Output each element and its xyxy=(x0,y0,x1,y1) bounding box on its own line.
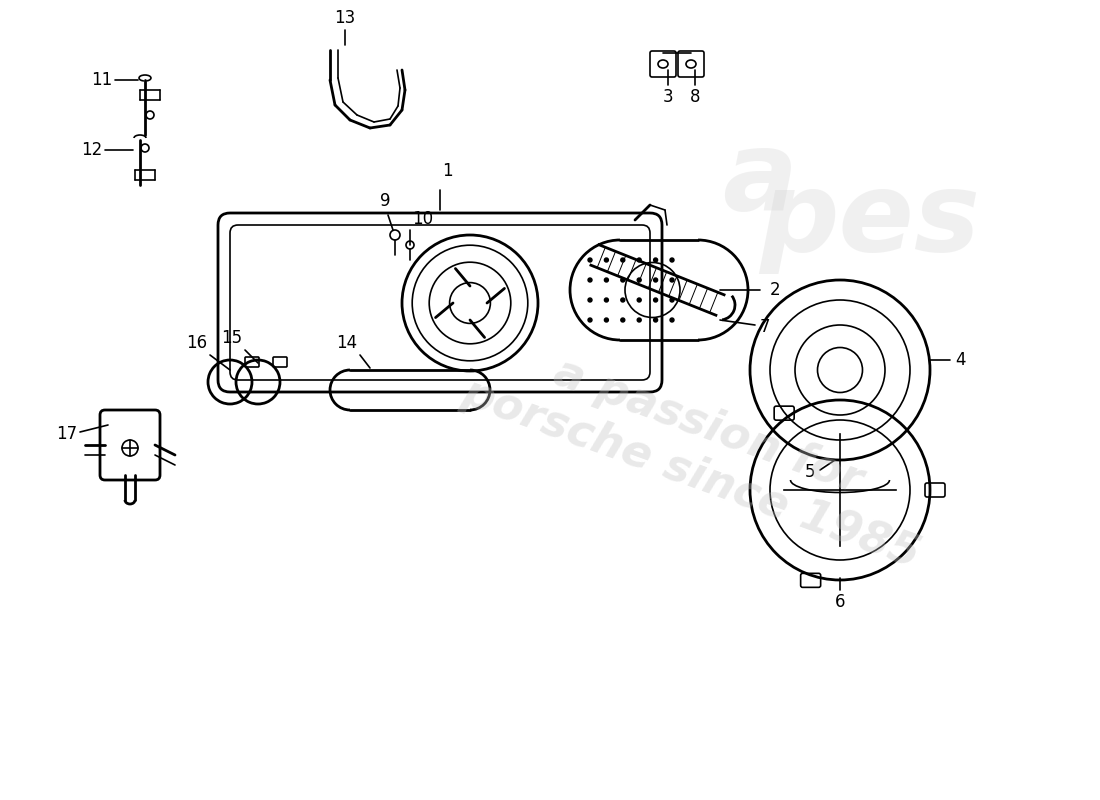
Text: 3: 3 xyxy=(662,88,673,106)
Circle shape xyxy=(588,318,592,322)
Circle shape xyxy=(670,298,674,302)
Text: 7: 7 xyxy=(760,318,770,336)
Text: 4: 4 xyxy=(955,351,966,369)
Text: 11: 11 xyxy=(90,71,112,89)
Circle shape xyxy=(637,258,641,262)
Text: 17: 17 xyxy=(56,425,77,443)
Circle shape xyxy=(620,298,625,302)
Circle shape xyxy=(637,318,641,322)
Circle shape xyxy=(588,258,592,262)
Circle shape xyxy=(620,258,625,262)
Circle shape xyxy=(604,258,608,262)
Text: 6: 6 xyxy=(835,593,845,611)
Circle shape xyxy=(588,298,592,302)
Circle shape xyxy=(604,298,608,302)
Circle shape xyxy=(637,278,641,282)
Circle shape xyxy=(588,278,592,282)
Text: a: a xyxy=(723,126,798,234)
Text: 10: 10 xyxy=(412,210,433,228)
Circle shape xyxy=(653,278,658,282)
Circle shape xyxy=(653,298,658,302)
Circle shape xyxy=(653,318,658,322)
Text: 8: 8 xyxy=(690,88,701,106)
Circle shape xyxy=(653,258,658,262)
Text: 1: 1 xyxy=(442,162,452,180)
Text: 2: 2 xyxy=(770,281,781,299)
Text: 16: 16 xyxy=(186,334,207,352)
Text: 12: 12 xyxy=(80,141,102,159)
Text: pes: pes xyxy=(759,166,980,274)
Text: 5: 5 xyxy=(804,463,815,481)
Circle shape xyxy=(670,258,674,262)
Circle shape xyxy=(604,278,608,282)
Text: 9: 9 xyxy=(379,192,390,210)
Text: a passion for
porsche since 1985: a passion for porsche since 1985 xyxy=(456,324,944,576)
Circle shape xyxy=(604,318,608,322)
Text: 14: 14 xyxy=(336,334,358,352)
Circle shape xyxy=(620,278,625,282)
Circle shape xyxy=(637,298,641,302)
Text: 13: 13 xyxy=(334,9,355,27)
Circle shape xyxy=(670,278,674,282)
Circle shape xyxy=(620,318,625,322)
Text: 15: 15 xyxy=(221,329,242,347)
Circle shape xyxy=(670,318,674,322)
